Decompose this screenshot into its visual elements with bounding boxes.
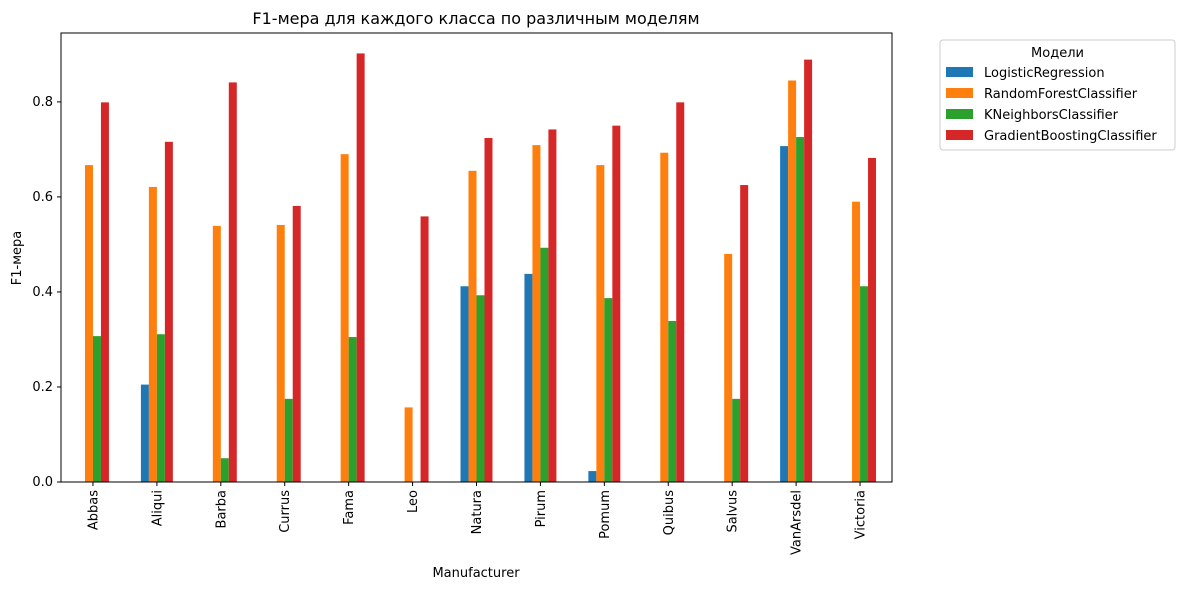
bar-natura-randomforestclassifier <box>468 170 477 483</box>
legend-label: KNeighborsClassifier <box>984 108 1119 123</box>
x-tick-label: Quibus <box>662 490 677 536</box>
bar-vanarsdel-kneighborsclassifier <box>796 137 805 483</box>
x-tick-label: Pirum <box>534 490 549 527</box>
bar-pomum-logisticregression <box>588 471 597 482</box>
axes-group: 0.0 0.2 0.4 0.6 0.8 Abbas Aliqui Barba Currus Fam… <box>32 32 893 555</box>
bar-quibus-gradientboostingclassifier <box>676 102 685 483</box>
y-axis-label: F1-мера <box>10 231 25 285</box>
bar-victoria-randomforestclassifier <box>852 201 861 483</box>
bar-aliqui-kneighborsclassifier <box>156 334 165 482</box>
legend-label: LogisticRegression <box>984 66 1105 81</box>
bar-abbas-kneighborsclassifier <box>92 336 101 482</box>
legend-label: GradientBoostingClassifier <box>984 129 1157 144</box>
bar-pomum-kneighborsclassifier <box>604 298 613 482</box>
bars-group <box>84 53 877 483</box>
bar-salvus-kneighborsclassifier <box>732 398 741 482</box>
bar-abbas-gradientboostingclassifier <box>100 102 109 483</box>
bar-vanarsdel-logisticregression <box>780 146 789 482</box>
bar-leo-gradientboostingclassifier <box>420 216 429 482</box>
x-tick-label: Aliqui <box>150 490 165 526</box>
bar-pirum-gradientboostingclassifier <box>548 129 557 482</box>
legend-box <box>939 39 1176 151</box>
bar-barba-gradientboostingclassifier <box>228 82 237 482</box>
x-tick-label: Currus <box>278 490 293 533</box>
bar-natura-logisticregression <box>460 286 469 482</box>
bar-leo-randomforestclassifier <box>404 407 413 482</box>
bar-pomum-randomforestclassifier <box>596 165 605 482</box>
legend-swatch <box>946 67 973 77</box>
x-tick-label: Victoria <box>854 490 869 539</box>
bar-quibus-kneighborsclassifier <box>668 320 677 482</box>
bar-victoria-gradientboostingclassifier <box>868 157 877 482</box>
bar-currus-randomforestclassifier <box>276 224 285 482</box>
bar-abbas-randomforestclassifier <box>84 165 93 482</box>
x-axis-label: Manufacturer <box>432 566 520 581</box>
bar-currus-kneighborsclassifier <box>284 398 293 482</box>
bar-pirum-randomforestclassifier <box>532 145 541 482</box>
bar-victoria-kneighborsclassifier <box>860 286 869 482</box>
bar-natura-kneighborsclassifier <box>476 295 485 482</box>
bar-aliqui-randomforestclassifier <box>148 186 157 482</box>
bar-vanarsdel-randomforestclassifier <box>788 80 797 482</box>
bar-salvus-gradientboostingclassifier <box>740 185 749 483</box>
x-tick-label: Natura <box>470 490 485 534</box>
legend: Модели LogisticRegression RandomForestClas… <box>939 39 1176 151</box>
bar-pirum-logisticregression <box>524 273 533 482</box>
legend-swatch <box>946 88 973 98</box>
y-tick-label: 0.8 <box>32 95 53 110</box>
bar-pirum-kneighborsclassifier <box>540 247 549 482</box>
x-tick-label: Fama <box>342 490 357 525</box>
bar-quibus-randomforestclassifier <box>660 152 669 483</box>
legend-swatch <box>946 109 973 119</box>
y-tick-label: 0.2 <box>32 380 53 395</box>
bar-fama-randomforestclassifier <box>340 154 349 482</box>
legend-swatch <box>946 130 973 140</box>
legend-label: RandomForestClassifier <box>984 87 1138 102</box>
chart-title: F1-мера для каждого класса по различным … <box>252 9 699 28</box>
x-tick-label: Barba <box>214 490 229 528</box>
y-tick-label: 0.4 <box>32 285 53 300</box>
bar-salvus-randomforestclassifier <box>724 253 733 482</box>
y-tick-label: 0.0 <box>32 475 53 490</box>
x-tick-label: Pomum <box>598 490 613 539</box>
bar-fama-gradientboostingclassifier <box>356 53 365 483</box>
bar-fama-kneighborsclassifier <box>348 337 357 482</box>
x-tick-label: Salvus <box>726 490 741 533</box>
y-tick-label: 0.6 <box>32 190 53 205</box>
bar-currus-gradientboostingclassifier <box>292 205 301 482</box>
bar-vanarsdel-gradientboostingclassifier <box>804 59 813 483</box>
x-tick-label: Leo <box>406 490 421 513</box>
bar-barba-randomforestclassifier <box>212 225 221 482</box>
x-tick-label: VanArsdel <box>790 490 805 555</box>
bar-aliqui-logisticregression <box>140 384 149 482</box>
x-tick-label: Abbas <box>86 490 101 530</box>
bar-aliqui-gradientboostingclassifier <box>164 141 173 482</box>
bar-pomum-gradientboostingclassifier <box>612 125 621 483</box>
legend-title: Модели <box>1031 46 1084 61</box>
bar-barba-kneighborsclassifier <box>220 458 229 482</box>
bar-natura-gradientboostingclassifier <box>484 138 493 482</box>
